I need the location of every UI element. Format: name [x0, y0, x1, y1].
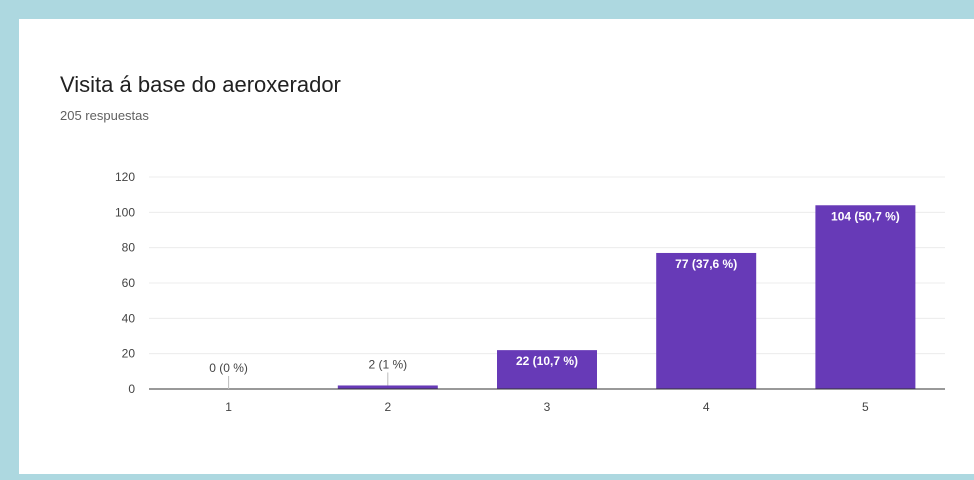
x-tick-label: 5 [862, 400, 869, 414]
data-label: 77 (37,6 %) [675, 257, 737, 271]
data-label: 0 (0 %) [209, 361, 248, 375]
data-label: 2 (1 %) [368, 357, 407, 371]
x-tick-label: 2 [384, 400, 391, 414]
x-tick-label: 3 [544, 400, 551, 414]
question-title: Visita á base do aeroxerador [60, 72, 341, 97]
data-label: 22 (10,7 %) [516, 354, 578, 368]
y-tick-label: 0 [128, 382, 135, 396]
bar-chart: 0 20 40 60 80 100 120 1 2 3 4 5 0 (0 %) 2 (1 %) 22 (… [115, 170, 945, 414]
y-axis-ticks: 0 20 40 60 80 100 120 [115, 170, 135, 396]
x-tick-label: 1 [225, 400, 232, 414]
data-labels: 0 (0 %) 2 (1 %) 22 (10,7 %) 77 (37,6 %) 104 … [209, 209, 900, 389]
response-card: Visita á base do aeroxerador 205 respues… [19, 19, 974, 474]
bar-2 [337, 385, 438, 389]
response-count: 205 respuestas [60, 108, 149, 123]
bars [337, 205, 916, 389]
y-tick-label: 120 [115, 170, 135, 184]
data-label: 104 (50,7 %) [831, 209, 900, 223]
x-axis-ticks: 1 2 3 4 5 [225, 400, 869, 414]
bar-4 [656, 252, 757, 389]
y-tick-label: 100 [115, 205, 135, 219]
y-tick-label: 80 [122, 241, 136, 255]
y-tick-label: 20 [122, 347, 136, 361]
bar-5 [815, 205, 916, 389]
y-tick-label: 40 [122, 311, 136, 325]
y-tick-label: 60 [122, 276, 136, 290]
bar-3 [497, 350, 597, 389]
x-tick-label: 4 [703, 400, 710, 414]
